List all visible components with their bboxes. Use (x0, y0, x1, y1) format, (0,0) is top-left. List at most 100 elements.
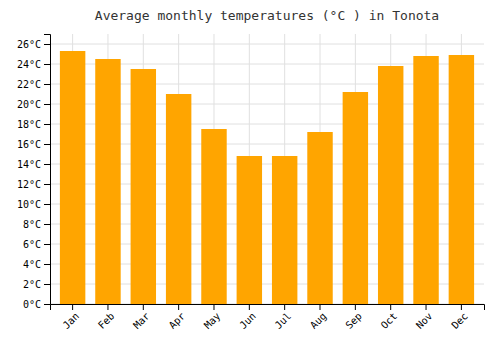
tick: Jan (61, 304, 82, 331)
tick: Aug (308, 304, 329, 331)
tick-mark (44, 184, 50, 185)
tick-mark (44, 304, 50, 305)
tick: 4°C (23, 259, 50, 270)
tick-label: 2°C (23, 279, 41, 290)
tick-mark (44, 64, 50, 65)
tick-mark (44, 224, 50, 225)
tick: 12°C (17, 179, 50, 190)
tick: Sep (343, 304, 364, 331)
bar (449, 55, 474, 304)
tick-mark (44, 104, 50, 105)
tick-mark (44, 204, 50, 205)
tick-mark (213, 304, 214, 310)
tick: 6°C (23, 239, 50, 250)
tick-label: Dec (449, 310, 470, 331)
tick-label: Jul (273, 310, 294, 331)
bar (307, 132, 332, 304)
tick: 2°C (23, 279, 50, 290)
tick: 26°C (17, 39, 50, 50)
tick: Mar (131, 304, 152, 331)
tick-label: May (202, 310, 223, 331)
tick-label: 18°C (17, 119, 41, 130)
tick-mark (44, 44, 50, 45)
tick-label: Feb (96, 310, 117, 331)
bar (237, 156, 262, 304)
tick-label: Aug (308, 310, 329, 331)
tick-mark (44, 244, 50, 245)
tick-label: 26°C (17, 39, 41, 50)
tick-mark (44, 164, 50, 165)
tick: Jun (237, 304, 258, 331)
tick-label: 16°C (17, 139, 41, 150)
tick-mark (426, 304, 427, 310)
grid (50, 34, 484, 304)
tick-label: 4°C (23, 259, 41, 270)
bar (131, 69, 156, 304)
tick-mark (178, 304, 179, 310)
chart-svg: 0°C 2°C 4°C 6°C 8°C 10°C 12°C 14°C 16°C 18°C 20°C 2… (0, 0, 500, 350)
tick-mark (44, 84, 50, 85)
tick-label: 8°C (23, 219, 41, 230)
tick: 8°C (23, 219, 50, 230)
tick: 10°C (17, 199, 50, 210)
tick: Apr (167, 304, 188, 331)
tick-label: Sep (343, 310, 364, 331)
tick-mark (355, 304, 356, 310)
tick-label: Jun (237, 310, 258, 331)
tick-mark (249, 304, 250, 310)
bar (343, 92, 368, 304)
bar (95, 59, 120, 304)
tick: 18°C (17, 119, 50, 130)
tick-mark (44, 264, 50, 265)
grid-line (50, 44, 484, 45)
bar (60, 51, 85, 304)
bar (413, 56, 438, 304)
tick: Dec (449, 304, 470, 331)
tick: 22°C (17, 79, 50, 90)
tick-mark (390, 304, 391, 310)
tick-mark (44, 144, 50, 145)
bar (201, 129, 226, 304)
tick-label: Apr (167, 310, 188, 331)
tick: 0°C (23, 299, 50, 310)
tick-label: 22°C (17, 79, 41, 90)
tick-label: Mar (131, 310, 152, 331)
tick-label: 10°C (17, 199, 41, 210)
y-axis: 0°C 2°C 4°C 6°C 8°C 10°C 12°C 14°C 16°C 18°C 20°C 2… (17, 35, 51, 310)
tick-mark (461, 304, 462, 310)
bars (60, 51, 474, 304)
tick-label: Oct (379, 310, 400, 331)
tick-mark (320, 304, 321, 310)
tick: 20°C (17, 99, 50, 110)
tick-label: 20°C (17, 99, 41, 110)
tick-mark (44, 124, 50, 125)
tick-mark (143, 304, 144, 310)
tick-mark (72, 304, 73, 310)
title: Average monthly temperatures (°C ) in To… (95, 8, 439, 23)
tick: Feb (96, 304, 117, 331)
tick: Jul (273, 304, 294, 331)
tick-label: 0°C (23, 299, 41, 310)
tick: Oct (379, 304, 400, 331)
tick-label: Jan (61, 310, 82, 331)
tick-label: 12°C (17, 179, 41, 190)
tick-label: Nov (414, 310, 435, 331)
tick-mark (284, 304, 285, 310)
tick-label: 24°C (17, 59, 41, 70)
tick: 14°C (17, 159, 50, 170)
tick: 24°C (17, 59, 50, 70)
tick-mark (44, 284, 50, 285)
tick-mark (107, 304, 108, 310)
tick-label: 6°C (23, 239, 41, 250)
tick: Nov (414, 304, 435, 331)
plot: 0°C 2°C 4°C 6°C 8°C 10°C 12°C 14°C 16°C 18°C 20°C 2… (17, 34, 485, 331)
bar (166, 94, 191, 304)
bar (378, 66, 403, 304)
tick: 16°C (17, 139, 50, 150)
axis-line (51, 305, 485, 311)
bar (272, 156, 297, 304)
x-axis: Jan Feb Mar Apr May Jun Jul Aug Sep Oct Nov Dec (51, 304, 485, 331)
chart-container: 0°C 2°C 4°C 6°C 8°C 10°C 12°C 14°C 16°C 18°C 20°C 2… (0, 0, 500, 350)
tick-label: 14°C (17, 159, 41, 170)
axis-line (44, 35, 51, 305)
